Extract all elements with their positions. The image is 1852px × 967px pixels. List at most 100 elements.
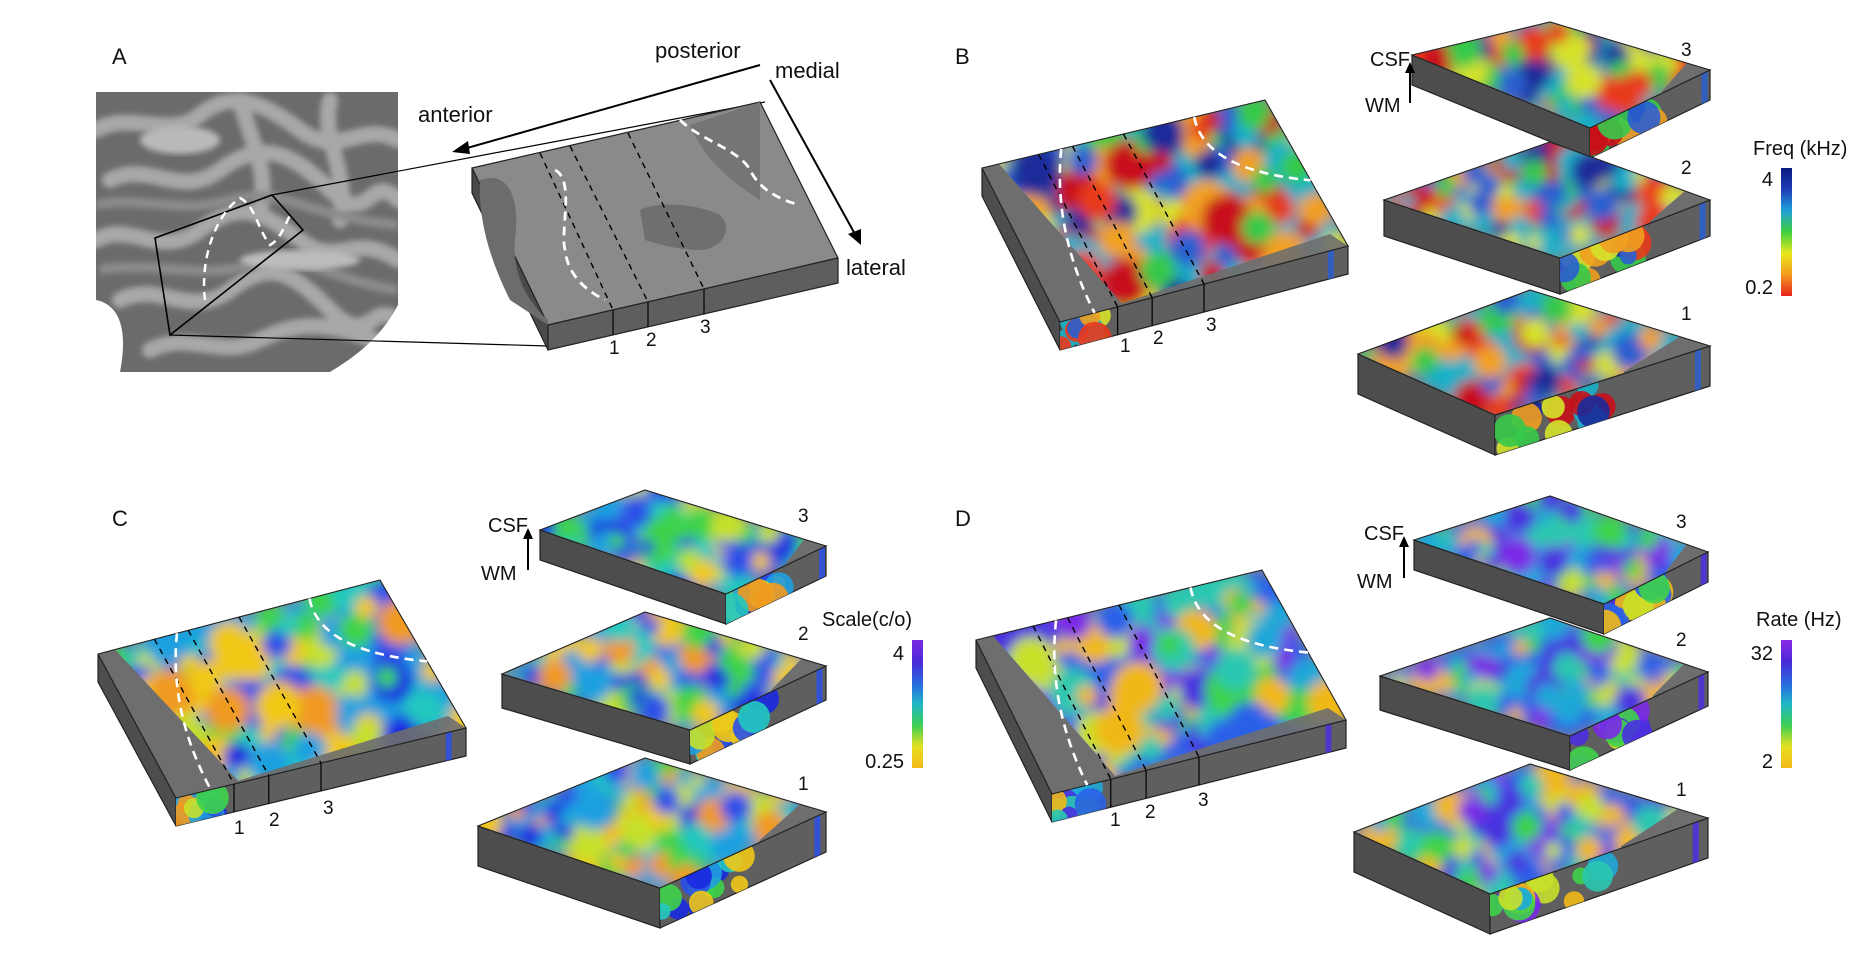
axis-csf: CSF (1364, 523, 1404, 545)
slice-label-3: 3 (700, 317, 711, 338)
depth-label-2: 2 (1676, 630, 1687, 651)
panel-c-depth-2-block (500, 611, 828, 765)
panel-c-depth-1-block (476, 757, 828, 929)
depth-label-1: 1 (1676, 780, 1687, 801)
panel-b-depth-2-block (1382, 141, 1712, 295)
region-boundary-dashed (554, 168, 606, 302)
colorbar-max: 4 (1762, 169, 1773, 191)
block-outline (1352, 763, 1710, 895)
panel-d-depth-2-block (1378, 617, 1710, 771)
colorbar-title: Scale(c/o) (822, 609, 912, 631)
slice-label-1: 1 (1110, 810, 1121, 831)
axis-wm: WM (1365, 95, 1401, 117)
slice-dashed-line (153, 638, 235, 785)
direction-lateral: lateral (846, 255, 906, 280)
depth-arrowhead (1399, 536, 1409, 547)
depth-label-2: 2 (1681, 158, 1692, 179)
region-boundary-dashed (1053, 620, 1089, 786)
depth-label-2: 2 (798, 624, 809, 645)
slice-label-3: 3 (1206, 315, 1217, 336)
cortical-slab-block (471, 101, 839, 351)
block-outline (1378, 617, 1710, 737)
axis-csf: CSF (488, 515, 528, 537)
depth-label-1: 1 (798, 774, 809, 795)
slice-label-3: 3 (323, 798, 334, 819)
colorbar (1781, 640, 1792, 768)
panel-b-depth-3-block (1410, 21, 1712, 159)
zoom-line (169, 334, 549, 347)
depth-arrowhead (1405, 62, 1415, 73)
direction-anterior: anterior (418, 102, 493, 127)
colorbar (912, 640, 923, 768)
panel-b-letter: B (955, 44, 970, 69)
anterior-arrow (459, 64, 761, 151)
region-boundary-dashed (174, 633, 212, 791)
slice-label-1: 1 (234, 818, 245, 839)
panel-d-main-block (975, 569, 1347, 823)
slice-dashed-line (1066, 617, 1147, 771)
panel-a: A (96, 38, 906, 372)
block-outline (1410, 21, 1712, 129)
region-outline (154, 194, 305, 337)
panel-b: B 1 2 3 3 2 1 CSF WM Freq (kHz) 4 0.2 (955, 21, 1847, 456)
block-outline (1412, 495, 1710, 605)
slice-ticks (612, 289, 705, 335)
axis-wm: WM (481, 563, 517, 585)
direction-medial: medial (775, 58, 840, 83)
slice-dashed-line (187, 629, 270, 776)
panel-d-depth-1-block (1352, 763, 1710, 935)
slice-dashed-line (1032, 625, 1112, 780)
cortex-surface-image (96, 92, 398, 372)
slice-label-2: 2 (1153, 328, 1164, 349)
depth-label-1: 1 (1681, 304, 1692, 325)
block-top-map (502, 612, 826, 730)
slice-dashed-line (1037, 154, 1119, 308)
block-outline (975, 569, 1347, 795)
block-top-map (1412, 22, 1710, 128)
lateral-arrowhead (848, 229, 861, 245)
panel-b-depth-1-block (1356, 289, 1712, 456)
panel-c-main-block (97, 579, 467, 827)
panel-d-depth-3-block (1412, 495, 1710, 635)
panel-c-depth-3-block (538, 489, 828, 625)
slice-label-2: 2 (1145, 802, 1156, 823)
block-outline (1382, 141, 1712, 259)
colorbar-min: 0.25 (865, 751, 904, 773)
depth-arrowhead (523, 528, 533, 539)
slice-label-1: 1 (609, 338, 620, 359)
block-outline (1356, 289, 1712, 416)
block-outline (97, 579, 467, 799)
slice-label-3: 3 (1198, 790, 1209, 811)
colorbar-title: Freq (kHz) (1753, 138, 1847, 160)
colorbar-min: 2 (1762, 751, 1773, 773)
block-outline (500, 611, 828, 731)
region-boundary-dashed (202, 196, 292, 301)
block-outline (476, 757, 828, 889)
panel-d-letter: D (955, 506, 971, 531)
depth-label-3: 3 (1681, 40, 1692, 61)
block-outline (981, 99, 1349, 323)
colorbar-min: 0.2 (1745, 277, 1773, 299)
direction-posterior: posterior (655, 38, 741, 63)
panel-d: D 1 2 3 3 2 1 CSF WM Rate (Hz) 32 2 (955, 495, 1842, 935)
colorbar (1781, 168, 1792, 296)
lateral-arrow (769, 79, 857, 237)
slice-label-2: 2 (269, 810, 280, 831)
panel-c-letter: C (112, 506, 128, 531)
slice-dashed-line (1118, 604, 1200, 758)
depth-label-3: 3 (798, 506, 809, 527)
anterior-arrowhead (452, 141, 470, 154)
slice-dashed-lines (539, 132, 705, 311)
block-outline (538, 489, 828, 595)
slice-label-1: 1 (1120, 336, 1131, 357)
colorbar-max: 32 (1751, 643, 1773, 665)
colorbar-title: Rate (Hz) (1756, 609, 1842, 631)
axis-csf: CSF (1370, 49, 1410, 71)
colorbar-max: 4 (893, 643, 904, 665)
panel-a-letter: A (112, 44, 127, 69)
slice-dashed-line (238, 616, 322, 764)
region-boundary-dashed (1058, 148, 1096, 314)
axis-wm: WM (1357, 571, 1393, 593)
zoom-line (271, 101, 766, 196)
